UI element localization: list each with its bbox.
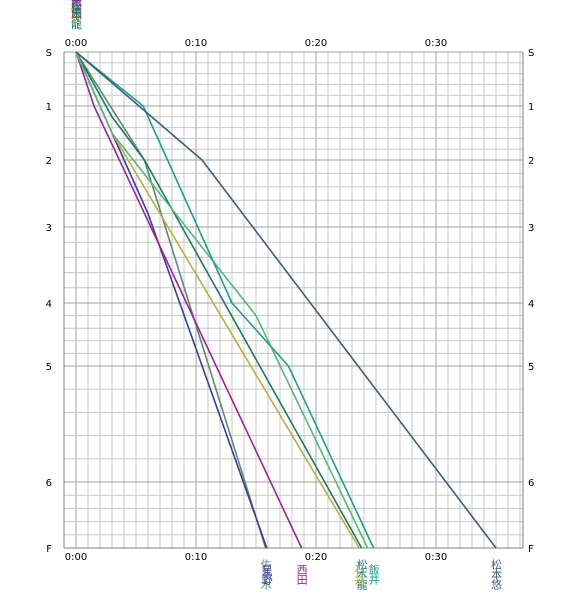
runner-name-top: 松本悠 bbox=[70, 0, 83, 17]
runner-name-top: 飯井 bbox=[70, 0, 83, 17]
series-line bbox=[75, 51, 268, 549]
x-tick-label-bottom: 0:30 bbox=[425, 552, 447, 563]
stop-label-left: 1 bbox=[46, 102, 52, 113]
series-line bbox=[75, 51, 497, 549]
stop-label-right: 6 bbox=[528, 478, 534, 489]
stop-label-right: F bbox=[528, 544, 534, 555]
label-layer: 0:00 0:00 0:10 0:10 0:20 0:20 0:30 0:30 S S 1 1 2 2 3 3… bbox=[46, 0, 535, 591]
runner-name-bottom: 星野 bbox=[260, 564, 273, 585]
x-tick-label-bottom: 0:20 bbox=[305, 552, 327, 563]
stop-label-left: 6 bbox=[46, 478, 52, 489]
stop-label-left: 4 bbox=[46, 299, 52, 310]
x-tick-label-top: 0:20 bbox=[305, 38, 327, 49]
series-line bbox=[75, 51, 375, 549]
x-tick-label-top: 0:00 bbox=[65, 38, 87, 49]
runner-name-bottom: 松本悠 bbox=[490, 558, 503, 590]
x-tick-label-top: 0:30 bbox=[425, 38, 447, 49]
x-tick-label-bottom: 0:00 bbox=[65, 552, 87, 563]
stop-label-left: 5 bbox=[46, 362, 52, 373]
stop-label-right: 3 bbox=[528, 223, 534, 234]
runner-name-bottom: 石井 bbox=[353, 564, 366, 586]
stop-label-left: S bbox=[46, 48, 52, 59]
stop-label-right: 1 bbox=[528, 102, 534, 113]
stop-label-right: S bbox=[528, 48, 534, 59]
runner-name-bottom: 佐々木 bbox=[259, 558, 272, 591]
series-line bbox=[75, 51, 369, 549]
series-line bbox=[75, 51, 363, 549]
series-line bbox=[75, 51, 303, 549]
runner-name-bottom: 飯井 bbox=[367, 563, 380, 586]
stop-label-left: 3 bbox=[46, 223, 52, 234]
x-tick-label-top: 0:10 bbox=[185, 38, 207, 49]
series-layer bbox=[75, 51, 497, 549]
x-tick-label-bottom: 0:10 bbox=[185, 552, 207, 563]
runner-name-bottom: 西田 bbox=[295, 564, 308, 585]
stop-label-left: F bbox=[46, 544, 52, 555]
stop-label-left: 2 bbox=[46, 156, 52, 167]
stop-label-right: 2 bbox=[528, 156, 534, 167]
runner-name-bottom: 松本龍 bbox=[355, 558, 368, 591]
stop-label-right: 4 bbox=[528, 299, 534, 310]
runner-name-top: 西田 bbox=[70, 0, 83, 19]
runner-name-top: 石井 bbox=[70, 2, 83, 23]
grid-layer bbox=[63, 51, 524, 549]
runner-name-top: 松本龍 bbox=[70, 0, 83, 30]
stop-label-right: 5 bbox=[528, 362, 534, 373]
